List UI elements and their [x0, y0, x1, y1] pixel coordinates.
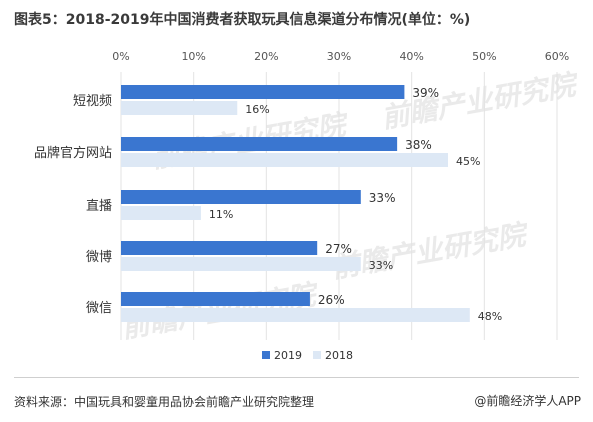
category-label: 微信	[86, 301, 112, 316]
bar-2018	[121, 206, 201, 220]
category-label: 直播	[86, 199, 112, 214]
x-tick-label: 60%	[545, 50, 569, 63]
data-label-2019: 26%	[318, 293, 345, 307]
bar-2018	[121, 101, 238, 115]
legend-swatch-2019	[262, 351, 270, 359]
category-label: 微博	[86, 250, 112, 265]
data-label-2018: 45%	[456, 155, 480, 168]
brand-credit: @前瞻经济学人APP	[474, 392, 581, 409]
data-label-2019: 38%	[405, 138, 432, 152]
legend-label-2018: 2018	[325, 349, 353, 362]
bar-2019	[121, 190, 361, 204]
bar-2018	[121, 257, 361, 271]
data-label-2019: 39%	[412, 86, 439, 100]
bar-2019	[121, 241, 318, 255]
legend-label-2019: 2019	[274, 349, 302, 362]
x-tick-label: 50%	[472, 50, 496, 63]
legend-swatch-2018	[313, 351, 321, 359]
brand-text: @前瞻经济学人APP	[474, 394, 581, 408]
x-tick-label: 40%	[399, 50, 423, 63]
data-label-2019: 33%	[369, 191, 396, 205]
bar-2019	[121, 85, 405, 99]
category-label: 品牌官方网站	[34, 145, 112, 161]
bar-2019	[121, 137, 398, 151]
data-label-2018: 33%	[369, 259, 393, 272]
footer-divider	[14, 377, 579, 378]
bar-2018	[121, 308, 470, 322]
data-label-2018: 48%	[478, 310, 502, 323]
data-label-2018: 11%	[209, 208, 233, 221]
x-tick-label: 10%	[181, 50, 205, 63]
chart-title: 图表5：2018-2019年中国消费者获取玩具信息渠道分布情况(单位：%)	[14, 12, 471, 28]
x-tick-label: 0%	[112, 50, 129, 63]
source-note: 资料来源：中国玩具和婴童用品协会前瞻产业研究院整理	[14, 395, 315, 409]
data-label-2018: 16%	[245, 103, 269, 116]
x-tick-label: 30%	[327, 50, 351, 63]
category-label: 短视频	[73, 94, 112, 109]
data-label-2019: 27%	[325, 242, 352, 256]
bar-2019	[121, 292, 310, 306]
x-tick-label: 20%	[254, 50, 278, 63]
bar-2018	[121, 153, 448, 167]
